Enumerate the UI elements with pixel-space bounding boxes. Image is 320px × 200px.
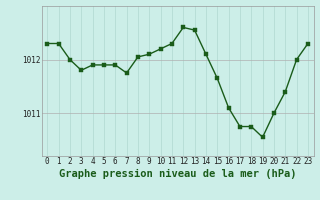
X-axis label: Graphe pression niveau de la mer (hPa): Graphe pression niveau de la mer (hPa) <box>59 169 296 179</box>
